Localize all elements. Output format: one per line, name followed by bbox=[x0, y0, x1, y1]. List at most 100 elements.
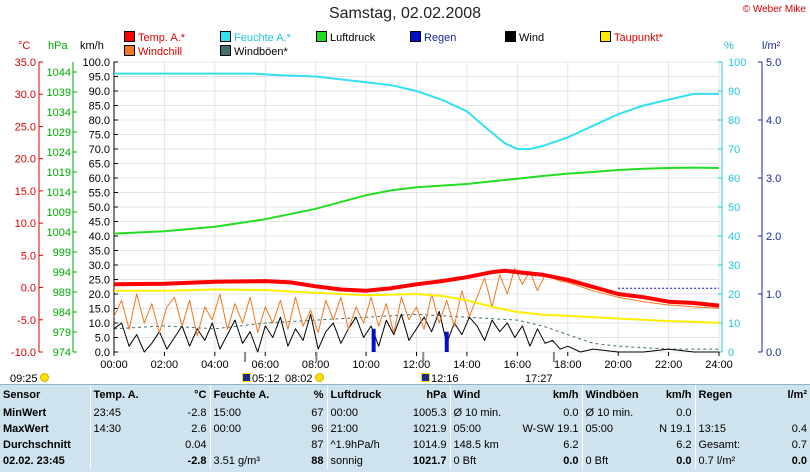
stats-col-wind-unit: km/h bbox=[552, 389, 579, 401]
series-line-temp-a bbox=[113, 268, 720, 308]
legend-label-humidity: Feuchte A.* bbox=[234, 32, 291, 44]
stats-min-rain-val bbox=[753, 405, 810, 421]
legend-swatch-rain bbox=[410, 31, 421, 42]
stats-avg-temp-val: 0.04 bbox=[185, 439, 207, 451]
legend-temp: Temp. A.* bbox=[124, 31, 185, 44]
legend-swatch-pressure bbox=[316, 31, 327, 42]
stats-min-press-val: 1005.3 bbox=[412, 407, 447, 419]
stats-col-press: Luftdruck bbox=[326, 385, 395, 405]
pressure-tick-label: 1029 bbox=[47, 127, 71, 139]
stats-avg-rain-val: 0.7 bbox=[791, 439, 807, 451]
weather-chart: 35.030.025.020.015.010.05.00.0-5.0-10.0 … bbox=[11, 57, 781, 371]
rain-bar bbox=[371, 328, 376, 352]
legend-dewpoint: Taupunkt* bbox=[600, 31, 663, 44]
humidity-tick-label: 90 bbox=[728, 86, 740, 98]
wind-tick-label: 20.0 bbox=[89, 289, 110, 301]
rain-tick-label: 1.0 bbox=[766, 289, 781, 301]
pressure-tick-label: 1019 bbox=[47, 167, 71, 179]
stats-current-hum-val: 88 bbox=[311, 455, 324, 467]
stats-col-rain-unit: l/m² bbox=[787, 389, 807, 401]
pressure-tick-label: 974 bbox=[53, 347, 71, 359]
stats-max-rain-val: 0.4 bbox=[791, 423, 807, 435]
stats-current-rain-a: 0.7 l/m² bbox=[694, 453, 753, 469]
time-mark-sunset: 17:27 bbox=[525, 373, 553, 385]
humidity-tick-label: 60 bbox=[728, 173, 740, 185]
stats-current-wind-a: 0 Bft bbox=[449, 453, 502, 469]
sunset-text: 17:27 bbox=[525, 373, 553, 385]
rain-tick-label: 4.0 bbox=[766, 115, 781, 127]
stats-current-hum-a: 3.51 g/m³ bbox=[209, 453, 282, 469]
stats-min-press-time: 00:00 bbox=[326, 405, 395, 421]
wind-tick-label: 35.0 bbox=[89, 246, 110, 258]
stats-avg-press-a: ^1.9hPa/h bbox=[326, 437, 395, 453]
legend-label-dewpoint: Taupunkt* bbox=[614, 32, 663, 44]
temp-tick-label: 0.0 bbox=[21, 283, 36, 295]
humidity-tick-label: 20 bbox=[728, 289, 740, 301]
wind-tick-label: 50.0 bbox=[89, 202, 110, 214]
series-line-taupunkt bbox=[114, 288, 720, 324]
x-tick-label: 12:00 bbox=[403, 359, 431, 371]
stats-current-temp-blank bbox=[89, 453, 155, 469]
wind-tick-label: 40.0 bbox=[89, 231, 110, 243]
x-tick-label: 04:00 bbox=[201, 359, 229, 371]
stats-min-rain-a bbox=[694, 405, 753, 421]
stats-avg-press-val: 1014.9 bbox=[412, 439, 447, 451]
temp-tick-label: 5.0 bbox=[21, 250, 36, 262]
wind-tick-label: 25.0 bbox=[89, 275, 110, 287]
stats-current-rain-val: 0.0 bbox=[791, 455, 807, 467]
x-tick-label: 22:00 bbox=[655, 359, 683, 371]
wind-tick-label: 75.0 bbox=[89, 130, 110, 142]
legend-label-pressure: Luftdruck bbox=[330, 32, 376, 44]
stats-col-hum-unit: % bbox=[313, 389, 324, 401]
x-tick-label: 02:00 bbox=[151, 359, 179, 371]
time-left-text: 09:25 bbox=[10, 373, 38, 385]
x-tick-label: 06:00 bbox=[251, 359, 279, 371]
legend-windchill: Windchill bbox=[124, 45, 183, 58]
pressure-tick-label: 1009 bbox=[47, 207, 71, 219]
stats-max-temp-time: 14:30 bbox=[89, 421, 155, 437]
wind-tick-label: 85.0 bbox=[89, 101, 110, 113]
stats-max-label: MaxWert bbox=[3, 423, 49, 435]
legend-rain: Regen bbox=[410, 31, 456, 44]
legend-label-windchill: Windchill bbox=[138, 46, 183, 58]
stats-current-gust-val: 0.0 bbox=[676, 455, 692, 467]
humidity-tick-label: 50 bbox=[728, 202, 740, 214]
pressure-tick-label: 989 bbox=[53, 287, 71, 299]
temp-axis: 35.0 30.0 25.0 20.0 15.0 10.0 5.0 0.0 -5.0 -10.0 bbox=[11, 57, 43, 359]
pressure-tick-label: 1024 bbox=[47, 147, 71, 159]
stats-avg-label: Durchschnitt bbox=[3, 439, 71, 451]
time-mark-moonset: 12:16 bbox=[421, 373, 459, 385]
sunrise-text: 08:02 bbox=[285, 373, 313, 385]
stats-min-wind-a: Ø 10 min. bbox=[449, 405, 502, 421]
wind-tick-label: 90.0 bbox=[89, 86, 110, 98]
stats-current-row: 02.02. 23:45 -2.8 3.51 g/m³ 88 sonnig 10… bbox=[0, 453, 810, 469]
stats-min-wind-val: 0.0 bbox=[563, 407, 579, 419]
stats-panel: Sensor Temp. A. °C Feuchte A. % Luftdruc… bbox=[0, 384, 810, 472]
stats-max-temp-val: 2.6 bbox=[191, 423, 207, 435]
humidity-tick-label: 70 bbox=[728, 144, 740, 156]
rain-axis-header: l/m² bbox=[762, 40, 781, 52]
stats-min-row: MinWert 23:45 -2.8 15:00 67 00:00 1005.3… bbox=[0, 405, 810, 421]
x-tick-label: 20:00 bbox=[604, 359, 632, 371]
copyright-link[interactable]: © Weber Mike bbox=[742, 4, 806, 15]
humidity-tick-label: 100 bbox=[728, 57, 746, 69]
stats-avg-wind-a: 148.5 km bbox=[449, 437, 502, 453]
moon-icon bbox=[242, 373, 251, 382]
legend-swatch-wind bbox=[505, 31, 516, 42]
stats-max-wind-a: 05:00 bbox=[449, 421, 502, 437]
stats-avg-row: Durchschnitt 0.04 87 ^1.9hPa/h 1014.9 14… bbox=[0, 437, 810, 453]
x-tick-label: 10:00 bbox=[352, 359, 380, 371]
stats-max-press-time: 21:00 bbox=[326, 421, 395, 437]
legend-gusts: Windböen* bbox=[220, 45, 288, 58]
series-line-feuchte-a bbox=[114, 72, 719, 150]
legend-wind: Wind bbox=[505, 31, 544, 44]
rain-bar bbox=[444, 331, 449, 352]
x-tick-label: 18:00 bbox=[554, 359, 582, 371]
stats-max-hum-time: 00:00 bbox=[209, 421, 282, 437]
pressure-tick-label: 1014 bbox=[47, 187, 71, 199]
stats-current-gust-a: 0 Bft bbox=[581, 453, 647, 469]
pressure-tick-label: 1039 bbox=[47, 87, 71, 99]
wind-tick-label: 95.0 bbox=[89, 72, 110, 84]
pressure-tick-label: 1044 bbox=[47, 67, 71, 79]
stats-max-gust-b: N 19.1 bbox=[659, 423, 692, 435]
